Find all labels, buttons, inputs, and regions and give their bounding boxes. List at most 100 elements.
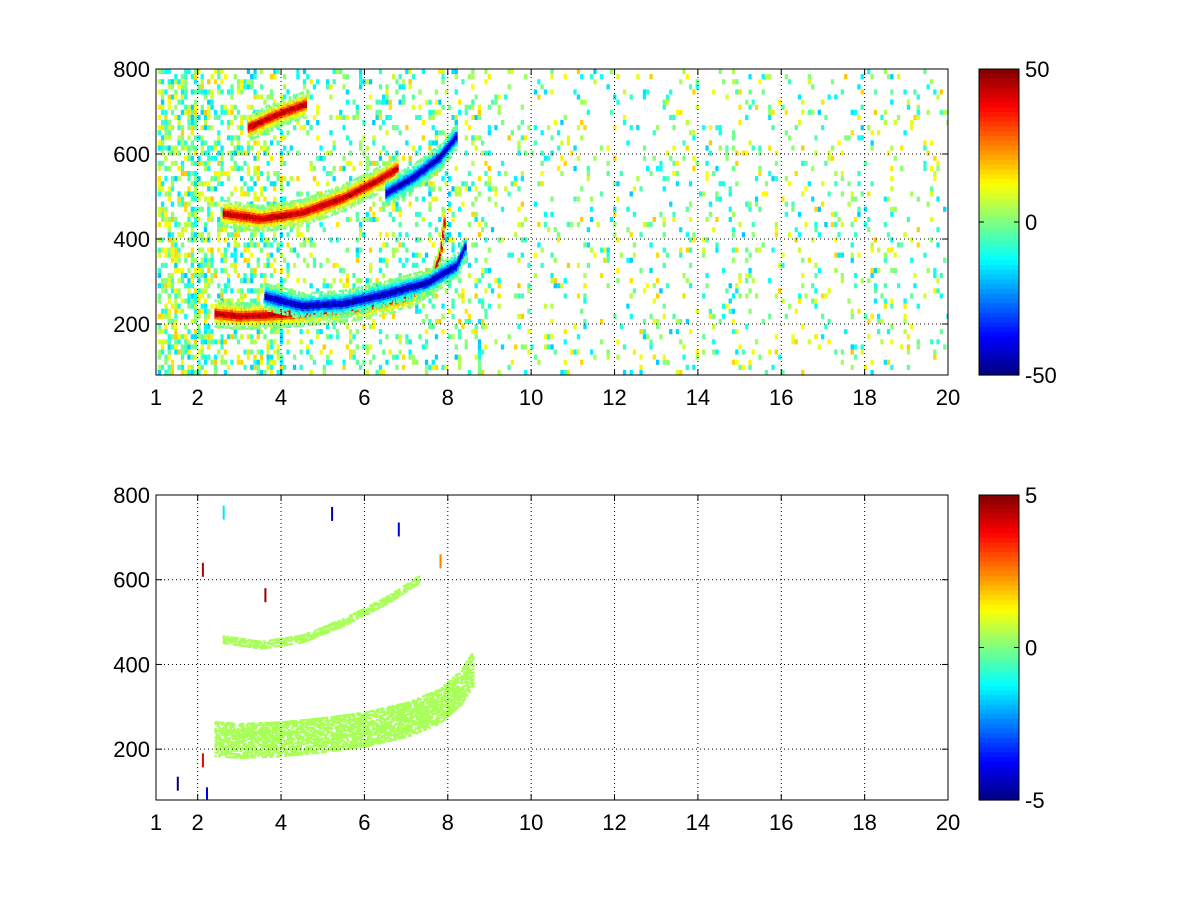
x-tick-label: 20 bbox=[936, 385, 960, 410]
colorbar-swatch bbox=[979, 88, 1019, 94]
colorbar-swatch bbox=[979, 552, 1019, 558]
y-tick-label: 400 bbox=[113, 227, 150, 252]
colorbar-swatch bbox=[979, 628, 1019, 634]
colorbar-swatch bbox=[979, 97, 1019, 104]
colorbar-swatch bbox=[979, 761, 1019, 768]
colorbar-swatch bbox=[979, 595, 1019, 601]
colorbar-swatch bbox=[979, 255, 1019, 261]
colorbar-swatch bbox=[979, 590, 1019, 596]
colorbar-swatch bbox=[979, 657, 1019, 663]
colorbar-swatch bbox=[979, 604, 1019, 610]
colorbar-swatch bbox=[979, 178, 1019, 185]
colorbar-swatch bbox=[979, 274, 1019, 280]
colorbar-swatch bbox=[979, 704, 1019, 711]
colorbar-swatch bbox=[979, 714, 1019, 720]
colorbar-swatch bbox=[979, 212, 1019, 218]
colorbar-swatch bbox=[979, 699, 1019, 706]
colorbar-swatch bbox=[979, 140, 1019, 147]
colorbar-swatch bbox=[979, 561, 1019, 568]
colorbar-swatch bbox=[979, 365, 1019, 371]
colorbar-swatch bbox=[979, 685, 1019, 691]
colorbar-swatch bbox=[979, 514, 1019, 520]
x-tick-label: 18 bbox=[852, 385, 876, 410]
x-tick-label: 2 bbox=[192, 810, 204, 835]
colorbar-swatch bbox=[979, 370, 1019, 376]
colorbar-swatch bbox=[979, 757, 1019, 763]
colorbar-tick-label: 50 bbox=[1025, 57, 1049, 82]
y-tick-label: 800 bbox=[113, 57, 150, 82]
colorbar-swatch bbox=[979, 92, 1019, 99]
colorbar-swatch bbox=[979, 231, 1019, 237]
colorbar-tick-label: -5 bbox=[1025, 788, 1045, 813]
colorbar-swatch bbox=[979, 303, 1019, 309]
colorbar-swatch bbox=[979, 112, 1019, 118]
colorbar-swatch bbox=[979, 102, 1019, 108]
colorbar-swatch bbox=[979, 245, 1019, 252]
colorbar-swatch bbox=[979, 288, 1019, 295]
colorbar-swatch bbox=[979, 202, 1019, 209]
colorbar-swatch bbox=[979, 523, 1019, 529]
colorbar-tick-label: 5 bbox=[1025, 483, 1037, 508]
colorbar-swatch bbox=[979, 193, 1019, 199]
colorbar-swatch bbox=[979, 785, 1019, 792]
x-tick-label: 18 bbox=[852, 810, 876, 835]
colorbar-swatch bbox=[979, 169, 1019, 175]
colorbar-swatch bbox=[979, 164, 1019, 171]
colorbar-swatch bbox=[979, 533, 1019, 539]
colorbar-swatch bbox=[979, 718, 1019, 725]
colorbar-swatch bbox=[979, 322, 1019, 328]
colorbar-swatch bbox=[979, 580, 1019, 587]
colorbar-swatch bbox=[979, 566, 1019, 572]
colorbar-swatch bbox=[979, 680, 1019, 687]
x-tick-label: 10 bbox=[519, 810, 543, 835]
heatmap-cells bbox=[157, 69, 948, 375]
colorbar-swatch bbox=[979, 795, 1019, 801]
y-tick-label: 200 bbox=[113, 737, 150, 762]
colorbar-swatch bbox=[979, 126, 1019, 132]
colorbar-swatch bbox=[979, 121, 1019, 127]
colorbar-swatch bbox=[979, 599, 1019, 606]
colorbar-swatch bbox=[979, 116, 1019, 123]
colorbar-swatch bbox=[979, 217, 1019, 223]
colorbar-swatch bbox=[979, 528, 1019, 534]
colorbar-swatch bbox=[979, 771, 1019, 777]
x-tick-label: 4 bbox=[275, 810, 287, 835]
x-tick-label: 14 bbox=[686, 385, 710, 410]
axes-box bbox=[155, 68, 949, 376]
colorbar-swatch bbox=[979, 298, 1019, 304]
colorbar-swatch bbox=[979, 293, 1019, 300]
x-tick-label: 10 bbox=[519, 385, 543, 410]
colorbar-swatch bbox=[979, 618, 1019, 625]
colorbar-swatch bbox=[979, 145, 1019, 151]
colorbar-swatch bbox=[979, 188, 1019, 194]
x-tick-label: 14 bbox=[686, 810, 710, 835]
x-tick-label: 12 bbox=[602, 810, 626, 835]
x-tick-label: 16 bbox=[769, 810, 793, 835]
colorbar-swatch bbox=[979, 766, 1019, 773]
colorbar-swatch bbox=[979, 752, 1019, 758]
colorbar-swatch bbox=[979, 495, 1019, 501]
colorbar-swatch bbox=[979, 308, 1019, 314]
colorbar-swatch bbox=[979, 269, 1019, 276]
x-tick-label: 4 bbox=[275, 385, 287, 410]
colorbar-swatch bbox=[979, 733, 1019, 739]
colorbar-swatch bbox=[979, 346, 1019, 352]
colorbar-tick-label: -50 bbox=[1025, 363, 1057, 388]
colorbar-swatch bbox=[979, 652, 1019, 658]
y-tick-label: 400 bbox=[113, 652, 150, 677]
colorbar-swatch bbox=[979, 341, 1019, 347]
x-tick-label: 20 bbox=[936, 810, 960, 835]
colorbar-swatch bbox=[979, 279, 1019, 285]
colorbar-swatch bbox=[979, 131, 1019, 137]
colorbar-swatch bbox=[979, 633, 1019, 639]
axes-box bbox=[155, 494, 949, 801]
colorbar-swatch bbox=[979, 499, 1019, 506]
colorbar-swatch bbox=[979, 78, 1019, 84]
colorbar-swatch bbox=[979, 537, 1019, 544]
colorbar-swatch bbox=[979, 355, 1019, 362]
colorbar-swatch bbox=[979, 360, 1019, 367]
colorbar-swatch bbox=[979, 241, 1019, 247]
colorbar-swatch bbox=[979, 73, 1019, 80]
